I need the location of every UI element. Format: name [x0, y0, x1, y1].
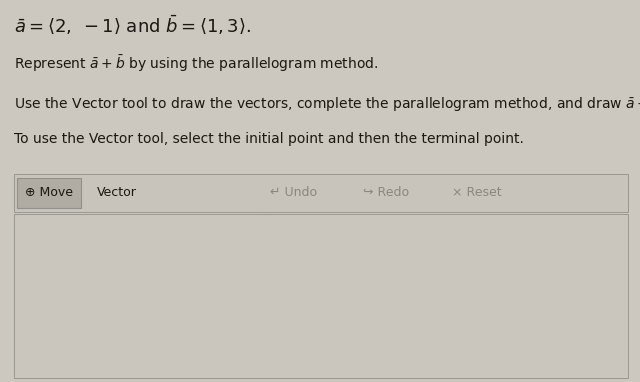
Text: 3: 3 [236, 357, 243, 367]
Text: 4: 4 [236, 325, 243, 335]
Text: × Reset: × Reset [452, 186, 502, 199]
Text: ⊕ Move: ⊕ Move [26, 186, 73, 199]
Text: $\bar{a} = \langle 2,\;-1\rangle$ and $\bar{b} = \langle 1,3\rangle$.: $\bar{a} = \langle 2,\;-1\rangle$ and $\… [14, 13, 251, 36]
Text: 7: 7 [236, 228, 243, 238]
Text: 6: 6 [236, 261, 243, 270]
Text: To use the Vector tool, select the initial point and then the terminal point.: To use the Vector tool, select the initi… [14, 132, 524, 146]
Text: Vector: Vector [97, 186, 137, 199]
Text: ↵ Undo: ↵ Undo [270, 186, 317, 199]
Text: Use the Vector tool to draw the vectors, complete the parallelogram method, and : Use the Vector tool to draw the vectors,… [14, 94, 640, 115]
Text: 5: 5 [236, 293, 243, 303]
Text: Represent $\bar{a} + \bar{b}$ by using the parallelogram method.: Represent $\bar{a} + \bar{b}$ by using t… [14, 53, 378, 74]
Text: y: y [262, 210, 270, 223]
Text: ↪ Redo: ↪ Redo [363, 186, 409, 199]
